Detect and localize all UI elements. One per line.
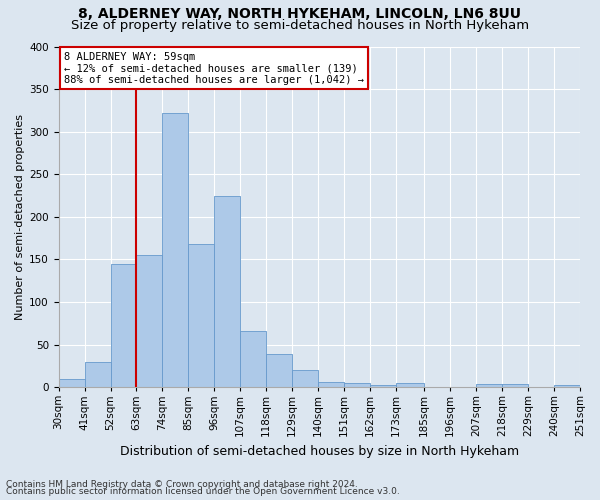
Text: Size of property relative to semi-detached houses in North Hykeham: Size of property relative to semi-detach… xyxy=(71,18,529,32)
Text: Contains HM Land Registry data © Crown copyright and database right 2024.: Contains HM Land Registry data © Crown c… xyxy=(6,480,358,489)
Bar xyxy=(476,384,502,387)
Bar xyxy=(370,384,396,387)
Bar xyxy=(292,370,318,387)
Bar xyxy=(318,382,344,387)
Bar xyxy=(85,362,110,387)
Bar xyxy=(214,196,240,387)
Bar xyxy=(59,380,85,387)
Bar xyxy=(110,264,136,387)
Bar xyxy=(163,113,188,387)
Text: 8, ALDERNEY WAY, NORTH HYKEHAM, LINCOLN, LN6 8UU: 8, ALDERNEY WAY, NORTH HYKEHAM, LINCOLN,… xyxy=(79,8,521,22)
Bar xyxy=(136,255,163,387)
Text: Contains public sector information licensed under the Open Government Licence v3: Contains public sector information licen… xyxy=(6,487,400,496)
Y-axis label: Number of semi-detached properties: Number of semi-detached properties xyxy=(15,114,25,320)
Text: 8 ALDERNEY WAY: 59sqm
← 12% of semi-detached houses are smaller (139)
88% of sem: 8 ALDERNEY WAY: 59sqm ← 12% of semi-deta… xyxy=(64,52,364,85)
Bar xyxy=(396,383,424,387)
X-axis label: Distribution of semi-detached houses by size in North Hykeham: Distribution of semi-detached houses by … xyxy=(120,444,519,458)
Bar xyxy=(344,383,370,387)
Bar xyxy=(502,384,528,387)
Bar xyxy=(266,354,292,387)
Bar xyxy=(240,331,266,387)
Bar xyxy=(554,384,580,387)
Bar xyxy=(188,244,214,387)
